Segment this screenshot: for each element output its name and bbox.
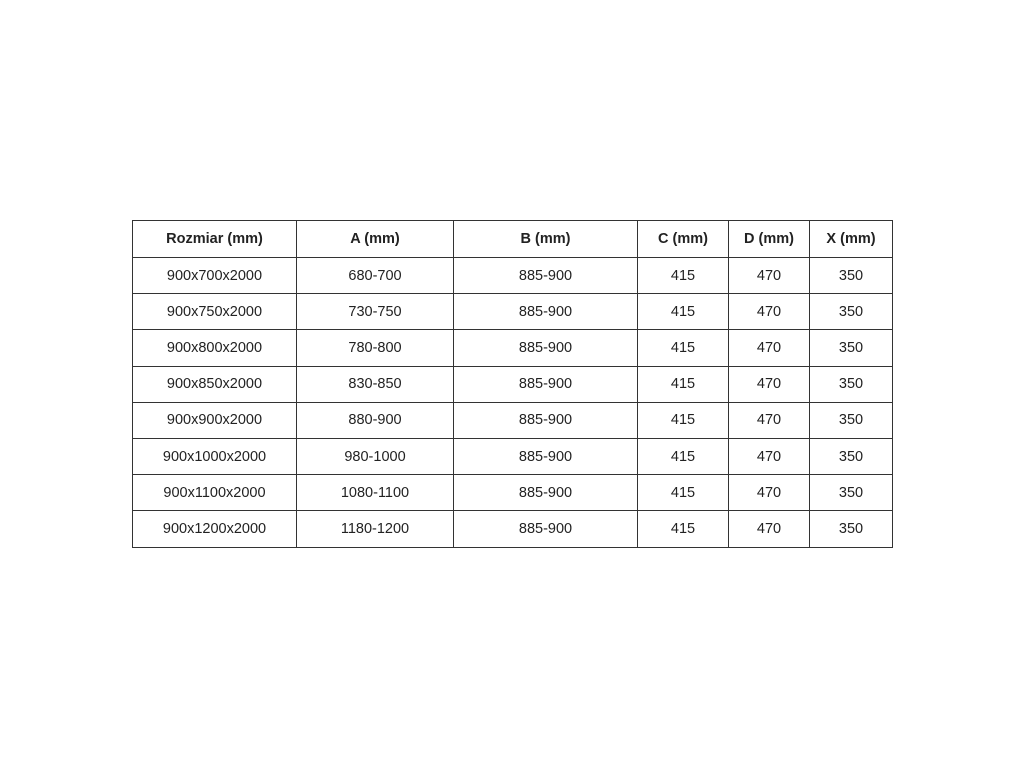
dimensions-table: Rozmiar (mm) A (mm) B (mm) C (mm) D (mm) X (m… <box>132 220 893 548</box>
table-cell: 415 <box>637 437 729 476</box>
table-cell: 350 <box>809 474 893 512</box>
table-cell: 415 <box>637 256 729 295</box>
table-cell: 885-900 <box>453 329 638 367</box>
table-row: 900x900x2000 880-900 885-900 415 470 350 <box>132 401 893 439</box>
table-cell: 415 <box>637 365 729 403</box>
table-cell: 470 <box>728 474 810 512</box>
table-row: 900x700x2000 680-700 885-900 415 470 350 <box>132 256 893 295</box>
table-cell: 350 <box>809 365 893 403</box>
table-cell: 900x900x2000 <box>132 401 297 439</box>
table-cell: 350 <box>809 256 893 295</box>
table-cell: 470 <box>728 510 810 548</box>
table-cell: 470 <box>728 437 810 476</box>
table-cell: 900x850x2000 <box>132 365 297 403</box>
table-cell: 885-900 <box>453 474 638 512</box>
table-cell: 830-850 <box>296 365 454 403</box>
column-header: B (mm) <box>453 220 638 258</box>
table-cell: 885-900 <box>453 401 638 439</box>
header-row: Rozmiar (mm) A (mm) B (mm) C (mm) D (mm) X (m… <box>132 220 893 258</box>
table-cell: 900x700x2000 <box>132 256 297 295</box>
table-row: 900x1000x2000 980-1000 885-900 415 470 350 <box>132 437 893 476</box>
table-cell: 885-900 <box>453 510 638 548</box>
table-cell: 885-900 <box>453 293 638 331</box>
table-row: 900x1100x2000 1080-1100 885-900 415 470 350 <box>132 474 893 512</box>
table-cell: 470 <box>728 293 810 331</box>
table-cell: 780-800 <box>296 329 454 367</box>
table-cell: 415 <box>637 474 729 512</box>
table-cell: 350 <box>809 437 893 476</box>
table-cell: 415 <box>637 401 729 439</box>
table-cell: 980-1000 <box>296 437 454 476</box>
table-cell: 730-750 <box>296 293 454 331</box>
table-cell: 1180-1200 <box>296 510 454 548</box>
column-header: A (mm) <box>296 220 454 258</box>
table-row: 900x850x2000 830-850 885-900 415 470 350 <box>132 365 893 403</box>
table-cell: 885-900 <box>453 437 638 476</box>
table-cell: 900x1000x2000 <box>132 437 297 476</box>
table-cell: 470 <box>728 329 810 367</box>
table-cell: 880-900 <box>296 401 454 439</box>
table-cell: 470 <box>728 365 810 403</box>
table-cell: 415 <box>637 329 729 367</box>
table-cell: 900x750x2000 <box>132 293 297 331</box>
table-cell: 415 <box>637 293 729 331</box>
column-header: D (mm) <box>728 220 810 258</box>
table-cell: 900x800x2000 <box>132 329 297 367</box>
table-cell: 350 <box>809 329 893 367</box>
table-cell: 415 <box>637 510 729 548</box>
table-cell: 885-900 <box>453 365 638 403</box>
table-cell: 885-900 <box>453 256 638 295</box>
column-header: X (mm) <box>809 220 893 258</box>
table-row: 900x750x2000 730-750 885-900 415 470 350 <box>132 293 893 331</box>
table-cell: 900x1100x2000 <box>132 474 297 512</box>
table-cell: 1080-1100 <box>296 474 454 512</box>
table-cell: 350 <box>809 293 893 331</box>
table-cell: 350 <box>809 401 893 439</box>
column-header: Rozmiar (mm) <box>132 220 297 258</box>
column-header: C (mm) <box>637 220 729 258</box>
table-cell: 900x1200x2000 <box>132 510 297 548</box>
table-cell: 350 <box>809 510 893 548</box>
table-cell: 470 <box>728 256 810 295</box>
table-row: 900x1200x2000 1180-1200 885-900 415 470 350 <box>132 510 893 548</box>
table-row: 900x800x2000 780-800 885-900 415 470 350 <box>132 329 893 367</box>
table-cell: 470 <box>728 401 810 439</box>
table-cell: 680-700 <box>296 256 454 295</box>
